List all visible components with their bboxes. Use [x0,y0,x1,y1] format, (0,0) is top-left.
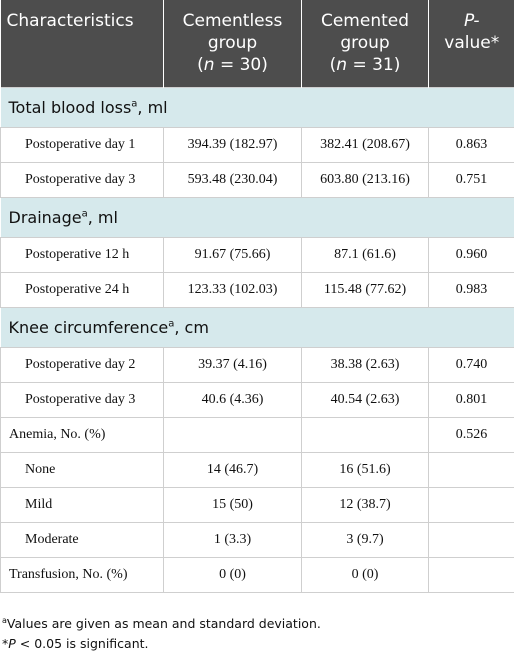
table-header-row: Characteristics Cementless group (n = 30)… [0,0,514,88]
table-row: Moderate 1 (3.3) 3 (9.7) [0,522,514,558]
row-label: Postoperative day 2 [0,347,164,383]
cemented-value: 12 (38.7) [301,487,429,523]
cemented-value: 0 (0) [301,557,429,593]
cemented-value: 115.48 (77.62) [301,272,429,308]
cementless-value: 1 (3.3) [163,522,302,558]
footnote-a: aValues are given as mean and standard d… [2,616,512,632]
cementless-value: 0 (0) [163,557,302,593]
header-cementless-count: = 30) [214,55,268,75]
section-knee-sup: a [168,318,175,330]
footnote-a-marker: a [2,615,7,625]
table-row: Transfusion, No. (%) 0 (0) 0 (0) [0,557,514,593]
row-label: None [0,452,164,488]
p-value: 0.863 [428,127,514,163]
section-blood-loss-label: Total blood loss [8,98,132,117]
cemented-value: 40.54 (2.63) [301,382,429,418]
section-drainage-unit: , ml [87,208,118,227]
p-value: 0.740 [428,347,514,383]
table-row: Anemia, No. (%) 0.526 [0,417,514,453]
header-cemented-line1: Cemented [320,11,410,31]
cemented-value: 38.38 (2.63) [301,347,429,383]
header-characteristics-label: Characteristics [6,11,134,31]
cementless-value: 15 (50) [163,487,302,523]
section-blood-loss-unit: , ml [137,98,168,117]
section-knee-circumference: Knee circumferencea, cm [0,307,514,348]
p-value [428,487,514,523]
section-blood-loss: Total blood lossa, ml [0,87,514,128]
header-cementless-group: group [207,33,258,53]
cementless-value: 91.67 (75.66) [163,237,302,273]
header-cemented-line2: group (n = 31) [329,33,401,75]
section-knee-label: Knee circumference [8,318,169,337]
section-drainage-label: Drainage [8,208,82,227]
header-cemented-count: = 31) [347,55,401,75]
table-row: None 14 (46.7) 16 (51.6) [0,452,514,488]
header-cementless: Cementless group (n = 30) [163,0,302,88]
p-value [428,452,514,488]
cementless-value: 40.6 (4.36) [163,382,302,418]
table-row: Mild 15 (50) 12 (38.7) [0,487,514,523]
table-row: Postoperative 12 h 91.67 (75.66) 87.1 (6… [0,237,514,273]
row-label: Transfusion, No. (%) [0,557,164,593]
cemented-value: 382.41 (208.67) [301,127,429,163]
cemented-value [301,417,429,453]
header-p-value: P- value* [428,0,514,88]
header-p-label: P- [464,11,480,31]
cemented-value: 603.80 (213.16) [301,162,429,198]
header-cemented-group: group [340,33,390,53]
header-cementless-line2: group (n = 30) [197,33,268,75]
row-label: Postoperative day 3 [0,162,164,198]
table-row: Postoperative day 1 394.39 (182.97) 382.… [0,127,514,163]
p-value: 0.960 [428,237,514,273]
cemented-value: 87.1 (61.6) [301,237,429,273]
row-label: Mild [0,487,164,523]
header-cemented-n: n [336,55,348,75]
footnote-a-text: Values are given as mean and standard de… [6,616,321,631]
cementless-value: 39.37 (4.16) [163,347,302,383]
footnote-star: * [2,636,9,651]
p-value: 0.801 [428,382,514,418]
header-cementless-line1: Cementless [182,11,283,31]
row-label: Postoperative day 1 [0,127,164,163]
cementless-value: 593.48 (230.04) [163,162,302,198]
table-row: Postoperative 24 h 123.33 (102.03) 115.4… [0,272,514,308]
p-value: 0.983 [428,272,514,308]
section-blood-loss-sup: a [131,98,138,110]
cemented-value: 3 (9.7) [301,522,429,558]
footnote-significance-text: < 0.05 is significant. [15,636,149,651]
row-label: Postoperative 12 h [0,237,164,273]
table-row: Postoperative day 2 39.37 (4.16) 38.38 (… [0,347,514,383]
header-value-label: value* [444,33,500,53]
row-label: Moderate [0,522,164,558]
results-table: Characteristics Cementless group (n = 30)… [0,0,514,593]
footnote-p: P [8,636,16,651]
p-value [428,522,514,558]
header-characteristics: Characteristics [0,0,164,88]
row-label: Postoperative 24 h [0,272,164,308]
section-drainage-sup: a [81,208,88,220]
row-label: Anemia, No. (%) [0,417,164,453]
p-value: 0.751 [428,162,514,198]
section-drainage: Drainagea, ml [0,197,514,238]
cemented-value: 16 (51.6) [301,452,429,488]
section-knee-unit: , cm [174,318,209,337]
cementless-value: 394.39 (182.97) [163,127,302,163]
row-label: Postoperative day 3 [0,382,164,418]
header-cemented: Cemented group (n = 31) [301,0,429,88]
header-cementless-n: n [203,55,215,75]
cementless-value: 123.33 (102.03) [163,272,302,308]
footnote-significance: *P < 0.05 is significant. [2,636,512,652]
cementless-value: 14 (46.7) [163,452,302,488]
p-value: 0.526 [428,417,514,453]
cementless-value [163,417,302,453]
table-row: Postoperative day 3 40.6 (4.36) 40.54 (2… [0,382,514,418]
p-value [428,557,514,593]
table-row: Postoperative day 3 593.48 (230.04) 603.… [0,162,514,198]
